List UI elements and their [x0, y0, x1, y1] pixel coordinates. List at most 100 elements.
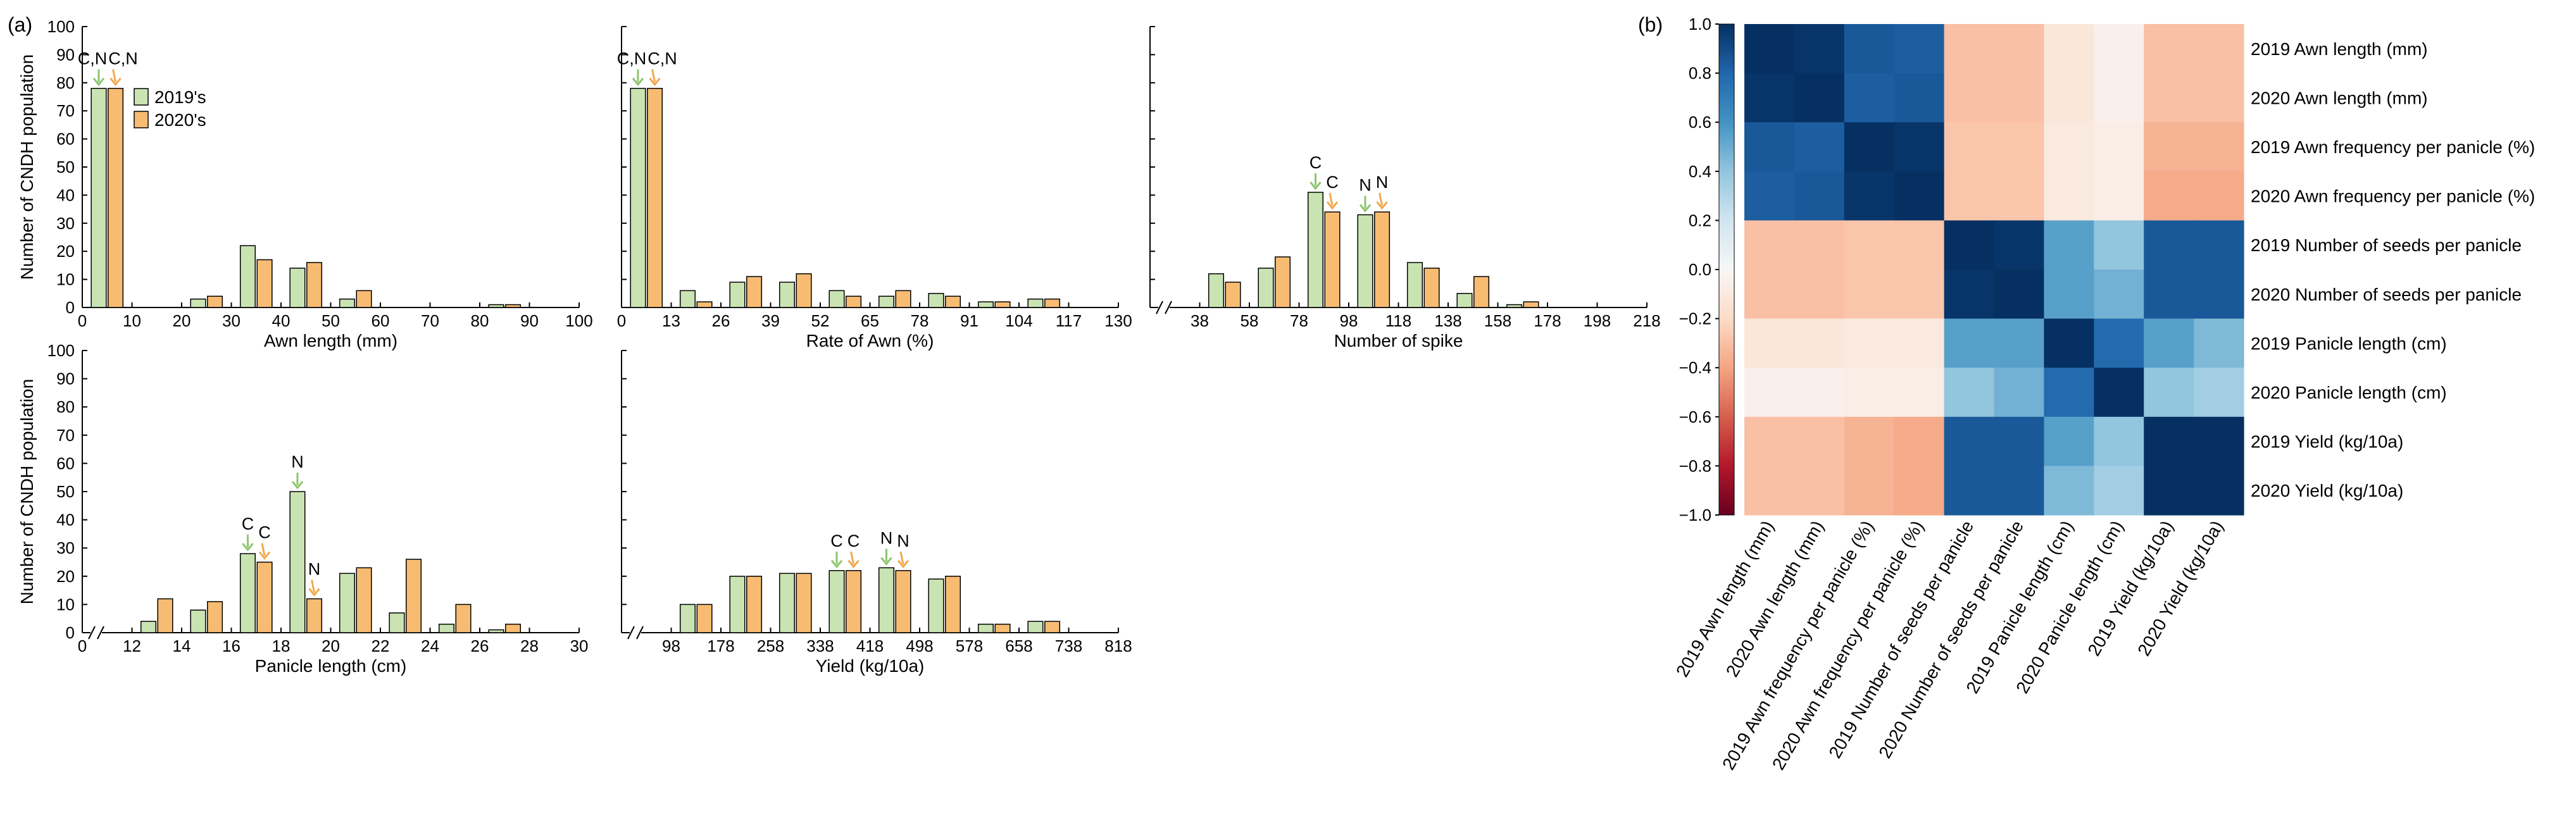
heatmap-cell: [2094, 171, 2144, 221]
bar-2019: [928, 293, 944, 308]
annotation-arrowhead: [308, 588, 320, 597]
heatmap-cell: [1844, 122, 1895, 172]
bar-2019: [1208, 273, 1224, 308]
bar-2020: [945, 576, 961, 633]
colorbar-tick-label: 0.8: [1689, 64, 1711, 83]
heatmap-cell: [2044, 122, 2094, 172]
chart-awn: 0 10 20 30 40 50 60 70 80 90 100 0 10 20 30 40 50 60 70 80 9…: [17, 17, 593, 350]
bar-2020: [406, 559, 422, 633]
bar-2019: [679, 290, 696, 308]
row-label: 2019 Awn frequency per panicle (%): [2251, 137, 2535, 157]
heatmap-cell: [2094, 466, 2144, 516]
bar-2020: [1473, 276, 1490, 308]
colorbar-tick-label: 0.4: [1689, 162, 1711, 181]
bar-2020: [796, 273, 812, 308]
bar-2020: [1044, 621, 1061, 633]
bar-2019: [1357, 214, 1373, 308]
colorbar: [1718, 23, 1735, 516]
x-tick-label: 578: [956, 636, 983, 655]
legend-swatch-2020: [134, 111, 149, 128]
heatmap-cell: [1894, 220, 1945, 270]
annotation-label: C,N: [617, 49, 647, 68]
bar-2019: [928, 578, 944, 633]
x-tick-label: 138: [1434, 311, 1461, 330]
bar-2020: [1423, 268, 1440, 308]
bar-2020: [895, 290, 911, 308]
annotation-arrow: [1379, 192, 1383, 206]
heatmap-cell: [1794, 368, 1845, 418]
annotation-label: N: [1376, 173, 1389, 192]
annotation-label: N: [897, 531, 910, 550]
x-tick-label: 60: [372, 311, 390, 330]
bar-2020: [356, 567, 372, 633]
bar-2019: [289, 268, 306, 308]
bar-2020: [505, 304, 522, 308]
heatmap-cell: [1944, 270, 1995, 319]
annotation-arrowhead: [1310, 182, 1322, 190]
bar-2019: [488, 629, 504, 633]
heatmap-cell: [1994, 24, 2044, 74]
heatmap-cell: [2194, 220, 2244, 270]
x-tick-label: 0: [617, 311, 626, 330]
chart-spike: 38 58 78 98 118 138 158 178 198 218 Number of spik…: [1149, 26, 1661, 350]
annotation-label: N: [291, 452, 304, 471]
x-tick-label: 0: [78, 636, 87, 655]
heatmap-cell: [2144, 24, 2194, 74]
row-label: 2020 Awn frequency per panicle (%): [2251, 187, 2535, 206]
y-tick-label: 90: [56, 45, 75, 64]
bar-2019: [729, 576, 746, 633]
annotation-label: C,N: [78, 49, 108, 68]
panel-label-a: (a): [8, 13, 32, 36]
heatmap-cell: [2194, 368, 2244, 418]
x-tick-label: 38: [1191, 311, 1209, 330]
annotation-label: C: [1310, 153, 1322, 172]
bar-2020: [1523, 301, 1539, 308]
bar-2020: [1225, 282, 1241, 308]
heatmap-cell: [1994, 220, 2044, 270]
heatmap-cell: [2194, 171, 2244, 221]
heatmap-cell: [1944, 368, 1995, 418]
heatmap-cell: [2094, 270, 2144, 319]
bar-2020: [356, 290, 372, 308]
heatmap-cell: [1944, 416, 1995, 466]
heatmap-cell: [2194, 270, 2244, 319]
x-tick-label: 26: [712, 311, 730, 330]
heatmap-cell: [2044, 466, 2094, 516]
correlation-heatmap: 2019 Awn length (mm) 2020 Awn length (mm)…: [1672, 15, 2535, 773]
bar-2019: [977, 301, 994, 308]
annotation-label: C,N: [647, 49, 677, 68]
x-tick-label: 198: [1584, 311, 1611, 330]
heatmap-cell: [2194, 416, 2244, 466]
heatmap-cell: [1794, 416, 1845, 466]
bar-2019: [1258, 268, 1274, 308]
bar-2020: [895, 570, 911, 633]
row-label: 2019 Awn length (mm): [2251, 39, 2428, 59]
y-tick-label: 50: [56, 158, 75, 177]
row-label: 2019 Panicle length (cm): [2251, 333, 2447, 353]
heatmap-cell: [1794, 220, 1845, 270]
heatmap-cell: [2044, 270, 2094, 319]
panel-label-b: (b): [1638, 13, 1663, 36]
annotation-arrowhead: [258, 551, 271, 560]
heatmap-cell: [1794, 270, 1845, 319]
bar-2020: [647, 87, 663, 308]
heatmap-cell: [2144, 318, 2194, 368]
x-tick-label: 130: [1104, 311, 1132, 330]
heatmap-cell: [1994, 416, 2044, 466]
bar-2019: [438, 623, 455, 633]
y-tick-label: 0: [66, 623, 75, 642]
x-tick-label: 98: [1340, 311, 1358, 330]
heatmap-cell: [1744, 73, 1795, 123]
y-tick-label: 20: [56, 567, 75, 586]
heatmap-cell: [1994, 466, 2044, 516]
x-axis-label: Yield (kg/10a): [816, 656, 925, 676]
bar-2019: [778, 573, 795, 633]
x-tick-label: 338: [806, 636, 834, 655]
annotation-label: C: [242, 514, 254, 533]
bar-2019: [239, 553, 256, 633]
annotation-arrowhead: [897, 559, 910, 569]
x-tick-label: 26: [471, 636, 489, 655]
row-label: 2020 Awn length (mm): [2251, 88, 2428, 108]
bar-2020: [696, 301, 713, 308]
